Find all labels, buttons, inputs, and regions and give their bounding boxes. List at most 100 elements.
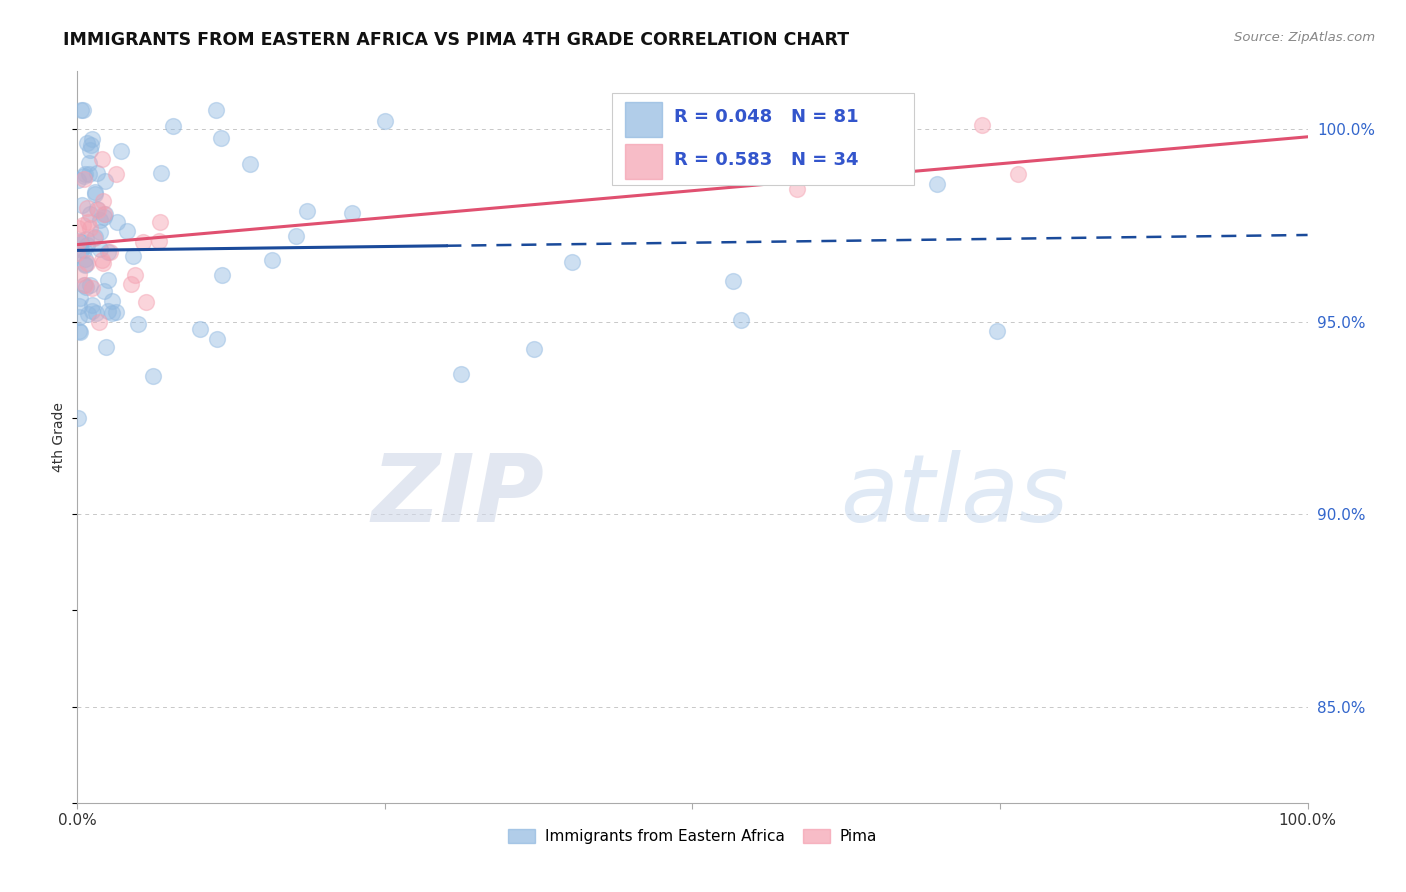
Point [67,234,90,248]
FancyBboxPatch shape [624,144,662,179]
Point [104,305,127,319]
Point [77,156,100,170]
Point [204,103,226,117]
FancyBboxPatch shape [613,94,914,185]
Point [67,268,90,282]
Point [75,280,97,294]
Point [93,210,115,224]
Point [72,219,94,233]
Point [860,145,883,159]
Point [523,342,546,356]
Point [122,249,145,263]
Point [79,278,101,293]
Point [723,274,745,288]
Point [149,215,172,229]
Point [97,245,120,260]
Point [239,156,262,170]
Point [70,243,93,257]
Point [67,299,90,313]
Point [76,202,98,216]
Point [79,143,101,157]
Point [83,230,105,244]
Point [87,315,110,329]
Point [83,231,105,245]
Point [70,103,93,117]
Point [100,244,122,259]
Y-axis label: 4th Grade: 4th Grade [52,402,66,472]
Point [93,207,115,221]
Point [658,103,681,117]
Point [211,268,233,283]
Point [94,174,117,188]
Text: ZIP: ZIP [373,450,546,541]
Point [142,368,165,383]
Point [284,229,307,244]
Point [120,277,142,291]
Legend: Immigrants from Eastern Africa, Pima: Immigrants from Eastern Africa, Pima [502,822,883,850]
Point [115,224,138,238]
Point [79,168,101,182]
Point [77,307,100,321]
Point [91,253,114,268]
Point [67,220,90,235]
Point [86,202,108,217]
Point [986,325,1008,339]
Point [105,167,128,181]
Point [80,303,103,318]
Point [96,340,118,354]
Point [76,256,98,270]
Point [80,298,103,312]
Point [148,234,170,248]
Point [124,268,146,283]
Point [342,206,364,220]
Point [83,186,105,201]
Text: R = 0.583   N = 34: R = 0.583 N = 34 [673,151,859,169]
Point [70,198,93,212]
Point [90,152,112,166]
Point [786,182,808,196]
Point [84,306,107,320]
Point [162,119,184,133]
Point [450,367,472,381]
Point [823,138,845,153]
Point [86,202,108,216]
Point [77,215,100,229]
Point [970,118,993,132]
Point [132,235,155,249]
Point [67,310,90,324]
Point [69,326,91,340]
Point [262,252,284,267]
Point [76,136,98,150]
Point [97,273,120,287]
Point [67,173,90,187]
Point [135,294,157,309]
Point [89,225,111,239]
Point [79,138,101,153]
Point [83,185,105,199]
Point [93,284,115,298]
Point [75,252,97,266]
Point [73,172,96,186]
Text: R = 0.048   N = 81: R = 0.048 N = 81 [673,109,859,127]
Point [127,318,149,332]
Point [79,206,101,220]
Point [72,103,94,117]
Point [1007,167,1029,181]
Point [82,132,104,146]
Point [927,177,949,191]
Text: IMMIGRANTS FROM EASTERN AFRICA VS PIMA 4TH GRADE CORRELATION CHART: IMMIGRANTS FROM EASTERN AFRICA VS PIMA 4… [63,31,849,49]
Point [66,246,89,260]
Point [86,166,108,180]
Point [100,306,122,320]
Point [75,232,97,246]
Point [561,254,583,268]
Point [374,113,396,128]
Point [76,238,98,252]
Point [796,103,818,117]
Point [91,256,114,270]
Point [69,292,91,306]
Point [89,213,111,227]
Point [101,294,124,309]
Point [207,332,229,346]
Point [91,194,114,208]
